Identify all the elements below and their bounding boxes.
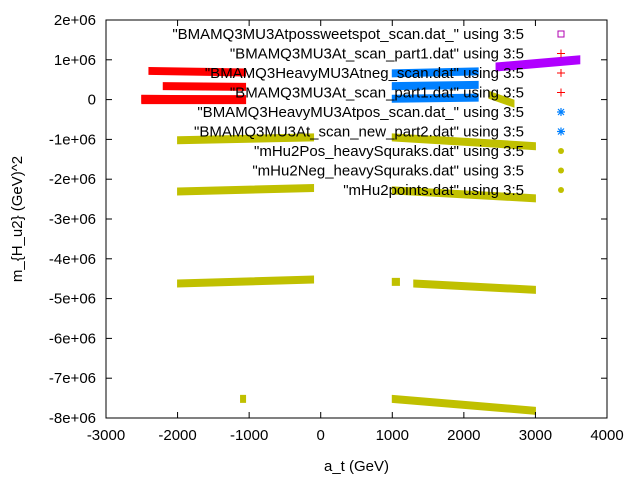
legend-marker: [557, 69, 565, 77]
x-axis-ticks: -3000 -2000 -1000 0 1000 2000 3000 4000: [87, 20, 624, 444]
legend-marker: [557, 49, 565, 58]
data-band: [162, 82, 247, 91]
y-tick-label: -1e+06: [49, 131, 96, 148]
legend-marker: [557, 30, 565, 38]
legend-marker: [557, 127, 565, 136]
y-axis-label: m_{H_u2} (GeV)^2: [9, 156, 26, 282]
legend-marker: [558, 148, 564, 154]
x-tick-label: 4000: [590, 427, 623, 444]
legend-marker: [558, 187, 564, 193]
y-tick-label: -4e+06: [49, 251, 96, 268]
y-tick-label: 0: [88, 92, 96, 109]
legend-marker: [557, 88, 565, 97]
legend-entry-label: "mHu2points.dat" using 3:5: [343, 182, 524, 199]
legend: "BMAMQ3MU3Atpossweetspot_scan.dat_" usin…: [172, 26, 565, 199]
data-band: [391, 80, 479, 91]
series-9: [141, 95, 247, 105]
legend-entry-label: "BMAMQ3MU3At_scan_part1.dat" using 3:5: [230, 85, 524, 102]
y-tick-label: -3e+06: [49, 211, 96, 228]
series-4: [391, 67, 479, 103]
data-band: [148, 66, 247, 77]
y-tick-label: -8e+06: [49, 410, 96, 427]
x-tick-label: -1000: [230, 427, 268, 444]
data-band: [240, 394, 247, 403]
legend-entry-label: "BMAMQ3MU3At_scan_new_part2.dat" using 3…: [194, 124, 524, 141]
y-tick-label: -7e+06: [49, 370, 96, 387]
series-6: [488, 90, 515, 108]
data-band: [413, 279, 536, 294]
x-tick-label: 2000: [447, 427, 480, 444]
series-10: [495, 55, 581, 72]
data-band: [391, 133, 536, 151]
y-tick-label: 1e+06: [54, 52, 96, 69]
legend-marker: [557, 108, 565, 116]
data-band: [177, 133, 315, 145]
chart-marks: [141, 55, 581, 415]
legend-entry-label: "BMAMQ3MU3At_scan_part1.dat" using 3:5: [230, 46, 524, 63]
y-tick-label: -6e+06: [49, 330, 96, 347]
data-band: [391, 186, 536, 203]
data-band: [177, 275, 315, 288]
legend-entry-label: "BMAMQ3HeavyMU3Atneg_scan.dat" using 3:5: [205, 65, 524, 82]
data-band: [391, 394, 536, 415]
data-band: [488, 90, 515, 108]
series-8: [177, 133, 536, 415]
x-tick-label: -2000: [158, 427, 196, 444]
legend-entry-label: "BMAMQ3MU3Atpossweetspot_scan.dat_" usin…: [172, 26, 524, 43]
y-tick-label: -5e+06: [49, 291, 96, 308]
data-band: [391, 67, 479, 78]
legend-marker: [558, 167, 564, 174]
data-band: [391, 93, 479, 103]
x-tick-label: 0: [317, 427, 325, 444]
y-tick-label: -2e+06: [49, 171, 96, 188]
x-axis-label: a_t (GeV): [324, 458, 389, 475]
legend-entry-label: "mHu2Pos_heavySquraks.dat" using 3:5: [254, 143, 524, 160]
data-band: [177, 183, 315, 196]
x-tick-label: -3000: [87, 427, 125, 444]
data-band: [391, 277, 400, 286]
x-tick-label: 3000: [519, 427, 552, 444]
data-band: [495, 55, 581, 72]
legend-entry-label: "BMAMQ3HeavyMU3Atpos_scan.dat_" using 3:…: [197, 104, 524, 121]
legend-entry-label: "mHu2Neg_heavySquraks.dat" using 3:5: [252, 163, 524, 180]
y-tick-label: 2e+06: [54, 12, 96, 29]
data-band: [141, 95, 247, 105]
y-axis-ticks: 2e+06 1e+06 0 -1e+06 -2e+06 -3e+06 -4e+06 -5e+0…: [49, 12, 607, 427]
x-tick-label: 1000: [376, 427, 409, 444]
